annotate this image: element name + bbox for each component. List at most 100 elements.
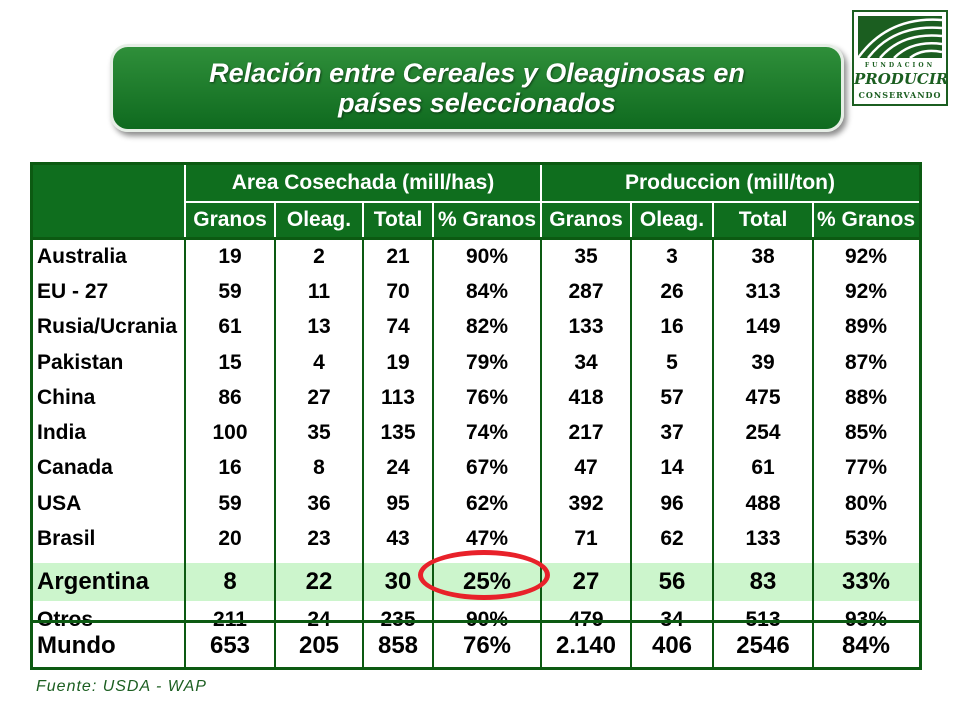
total-cell: 84% — [841, 632, 891, 659]
table-cell: 135 — [380, 421, 416, 445]
total-cell: 2.140 — [555, 632, 617, 659]
row-divider — [33, 237, 919, 240]
column-divider — [712, 203, 714, 667]
table-cell: 38 — [751, 244, 775, 268]
table-cell: 287 — [568, 279, 604, 303]
table-cell: 475 — [745, 385, 781, 409]
table-cell: 24 — [386, 456, 410, 480]
table-cell: 2 — [313, 244, 325, 268]
header-divider — [432, 203, 434, 237]
row-label: Canada — [37, 456, 113, 480]
table-cell: 16 — [218, 456, 242, 480]
table-cell: 15 — [218, 350, 242, 374]
row-label: Argentina — [37, 567, 150, 595]
table-cell: 80% — [844, 491, 888, 515]
logo-field-stripes-icon — [858, 16, 942, 58]
table-cell: 67% — [465, 456, 509, 480]
table-cell: 3 — [666, 244, 678, 268]
column-divider — [812, 203, 814, 667]
table-cell: 33% — [841, 567, 891, 595]
row-label: USA — [37, 491, 82, 515]
row-label-total: Mundo — [37, 632, 116, 659]
row-label: India — [37, 421, 87, 445]
table-cell: 79% — [465, 350, 509, 374]
column-header: Total — [363, 203, 433, 237]
table-cell: 86 — [218, 385, 242, 409]
header-corner — [33, 165, 185, 237]
table-cell: 479 — [541, 602, 631, 637]
table-cell: 57 — [660, 385, 684, 409]
table-cell: 26 — [660, 279, 684, 303]
table-cell: 23 — [307, 527, 331, 551]
table-cell: 95 — [386, 491, 410, 515]
logo-text-mid: PRODUCIR — [854, 70, 949, 88]
table-cell: 27 — [307, 385, 331, 409]
row-label: Australia — [37, 244, 127, 268]
row-label: China — [37, 385, 96, 409]
table-cell: 35 — [574, 244, 598, 268]
table-cell: 19 — [218, 244, 242, 268]
table-cell: 149 — [745, 315, 781, 339]
column-divider — [630, 203, 632, 667]
table-cell: 21 — [386, 244, 410, 268]
column-divider — [362, 203, 364, 667]
group-header-produccion: Produccion (mill/ton) — [541, 165, 919, 201]
source-note: Fuente: USDA - WAP — [36, 678, 207, 695]
column-header: Total — [713, 203, 813, 237]
table-cell: 11 — [307, 279, 331, 303]
header-divider — [274, 203, 276, 237]
row-label: Rusia/Ucrania — [37, 315, 178, 339]
data-table: Area Cosechada (mill/has) Produccion (mil… — [30, 162, 922, 670]
table-cell: 34 — [574, 350, 598, 374]
table-cell: 89% — [844, 315, 888, 339]
table-cell: 217 — [568, 421, 604, 445]
table-cell: 254 — [745, 421, 781, 445]
row-divider — [33, 620, 919, 623]
column-header: Oleag. — [631, 203, 713, 237]
table-cell: 4 — [313, 350, 325, 374]
table-cell: 43 — [386, 527, 410, 551]
column-divider — [184, 203, 186, 667]
table-cell: 85% — [844, 421, 888, 445]
header-divider — [185, 201, 919, 203]
header-divider — [362, 203, 364, 237]
table-cell: 100 — [212, 421, 248, 445]
table-cell: 39 — [751, 350, 775, 374]
table-cell: 19 — [386, 350, 410, 374]
table-cell: 84% — [465, 279, 509, 303]
total-cell: 858 — [377, 632, 419, 659]
table-cell: 47 — [574, 456, 598, 480]
title-line-2: países seleccionados — [338, 88, 616, 118]
column-header: Granos — [541, 203, 631, 237]
table-cell: 16 — [660, 315, 684, 339]
column-divider — [274, 203, 276, 667]
table-cell: 92% — [844, 279, 888, 303]
row-label: EU - 27 — [37, 279, 109, 303]
table-cell: 211 — [185, 602, 275, 637]
table-cell: 35 — [307, 421, 331, 445]
table-cell: 133 — [745, 527, 781, 551]
table-cell: 59 — [218, 491, 242, 515]
table-cell: 133 — [568, 315, 604, 339]
table-cell: 36 — [307, 491, 331, 515]
table-cell: 34 — [631, 602, 713, 637]
table-cell: 90% — [465, 244, 509, 268]
argentina-highlight-circle — [418, 550, 550, 600]
table-cell: 62 — [660, 527, 684, 551]
total-cell: 2546 — [736, 632, 790, 659]
group-header-area: Area Cosechada (mill/has) — [185, 165, 541, 201]
header-divider — [712, 203, 714, 237]
table-cell: 5 — [666, 350, 678, 374]
column-header: % Granos — [813, 203, 919, 237]
column-divider — [540, 203, 542, 667]
table-cell: 88% — [844, 385, 888, 409]
table-cell: 87% — [844, 350, 888, 374]
table-cell: 83 — [749, 567, 777, 595]
row-label: Pakistan — [37, 350, 124, 374]
table-cell: 56 — [658, 567, 686, 595]
total-cell: 76% — [462, 632, 512, 659]
column-divider — [432, 203, 434, 667]
header-divider — [812, 203, 814, 237]
total-cell: 205 — [298, 632, 340, 659]
table-cell: 8 — [223, 567, 237, 595]
